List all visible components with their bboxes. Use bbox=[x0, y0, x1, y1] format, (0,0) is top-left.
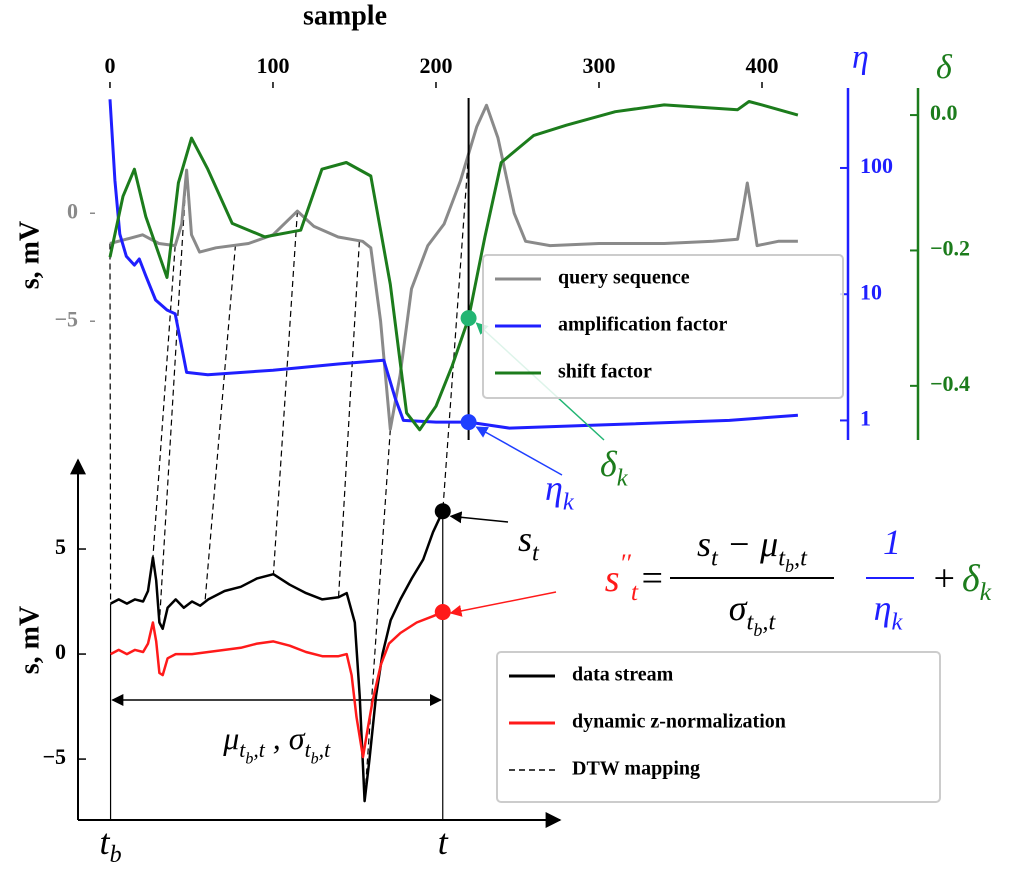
x-tick-label-sub: b bbox=[110, 842, 122, 868]
y-axis-label: s, mV bbox=[14, 606, 45, 674]
axis-label: η bbox=[852, 39, 869, 76]
formula-den-part: ,t bbox=[762, 608, 776, 635]
formula-den-part: k bbox=[891, 608, 903, 635]
formula-den-part: b bbox=[753, 620, 762, 640]
series-line bbox=[109, 103, 798, 431]
dtw-mapping bbox=[337, 241, 360, 598]
span-label-part: ,t bbox=[319, 738, 331, 762]
x-tick-label: 0 bbox=[104, 53, 115, 78]
formula-num-part: t bbox=[778, 544, 786, 571]
legend-label: data stream bbox=[572, 664, 674, 686]
dtw-mapping bbox=[152, 245, 176, 558]
y-tick-label: 100 bbox=[860, 153, 893, 178]
marker-arrow bbox=[449, 591, 557, 617]
x-axis-label: sample bbox=[303, 0, 387, 31]
x-tick-label: 400 bbox=[746, 53, 779, 78]
marker-label-part: t bbox=[532, 539, 540, 566]
y-tick-label: 0.0 bbox=[930, 100, 958, 125]
span-label-part: , σ bbox=[265, 720, 306, 756]
legend-label: shift factor bbox=[558, 361, 652, 383]
span-label-part: t bbox=[239, 738, 246, 762]
legend-label: amplification factor bbox=[558, 314, 728, 336]
formula-tail-part: δ bbox=[962, 558, 981, 600]
formula-den: ηk bbox=[874, 588, 904, 635]
marker-arrow bbox=[475, 426, 563, 476]
formula-num: st − μtb,t bbox=[697, 524, 808, 576]
formula-num-part: ,t bbox=[794, 544, 808, 571]
formula-den: σtb,t bbox=[729, 588, 777, 640]
formula-lhs-part: t bbox=[631, 577, 639, 606]
formula-den-part: t bbox=[747, 608, 755, 635]
formula-lhs-part: ′′ bbox=[620, 548, 632, 577]
formula-eq: = bbox=[639, 558, 665, 600]
marker-point bbox=[460, 310, 477, 327]
dtw-mapping bbox=[204, 244, 237, 602]
marker-label: δk bbox=[600, 444, 629, 491]
marker-label: st bbox=[518, 519, 540, 566]
axis-label: δ bbox=[936, 49, 953, 86]
legend-label: DTW mapping bbox=[572, 758, 700, 780]
formula-lhs-part: s bbox=[605, 558, 620, 600]
formula-num: 1 bbox=[883, 522, 901, 562]
y-tick-label: 1 bbox=[860, 405, 871, 430]
formula-num-part: t bbox=[711, 544, 719, 571]
y-tick-label: 10 bbox=[860, 279, 882, 304]
formula-plus: + bbox=[931, 558, 957, 600]
x-tick-label-main: t bbox=[438, 822, 449, 862]
series-line bbox=[108, 99, 799, 430]
formula-num-part: b bbox=[785, 556, 794, 576]
marker-point bbox=[460, 414, 477, 431]
x-tick-label-main: t bbox=[100, 822, 111, 862]
legend-label: dynamic z-normalization bbox=[572, 711, 786, 733]
x-tick-label: 100 bbox=[256, 53, 289, 78]
marker-label-part: s bbox=[518, 519, 532, 559]
y-tick-label: −0.4 bbox=[930, 371, 970, 396]
formula-num-part: − μ bbox=[718, 524, 778, 564]
series-line bbox=[108, 100, 799, 432]
formula-lhs: s′′t bbox=[605, 548, 639, 606]
span-label-part: b bbox=[245, 750, 253, 767]
y-tick-label: −5 bbox=[42, 744, 66, 769]
legend-box bbox=[482, 254, 844, 399]
x-tick-label: t bbox=[438, 822, 449, 862]
span-label: μtb,t , σtb,t bbox=[222, 720, 331, 767]
y-tick-label: −0.2 bbox=[930, 236, 970, 261]
series-line bbox=[110, 610, 444, 759]
span-label-part: b bbox=[311, 750, 319, 767]
marker-label: ηk bbox=[545, 468, 575, 515]
dtw-mapping bbox=[158, 170, 188, 623]
formula-den-part: η bbox=[874, 588, 892, 628]
span-label-part: ,t bbox=[253, 738, 265, 762]
y-tick-label: −5 bbox=[54, 306, 78, 331]
span-label-part: t bbox=[305, 738, 312, 762]
dtw-mapping bbox=[109, 243, 112, 604]
marker-label-part: η bbox=[545, 468, 563, 508]
marker-point bbox=[434, 604, 451, 621]
formula-tail-part: k bbox=[980, 577, 992, 606]
dtw-mapping bbox=[272, 211, 299, 575]
formula-num-part: 1 bbox=[883, 522, 901, 562]
x-tick-label: 300 bbox=[582, 53, 615, 78]
x-tick-label: tb bbox=[100, 822, 122, 867]
x-tick-label: 200 bbox=[419, 53, 452, 78]
marker-label-part: δ bbox=[600, 444, 618, 484]
legend-box bbox=[496, 651, 941, 803]
formula-den-part: σ bbox=[729, 588, 748, 628]
marker-point bbox=[434, 503, 451, 520]
marker-label-part: k bbox=[563, 488, 575, 515]
marker-label-part: k bbox=[617, 464, 629, 491]
y-tick-label: 5 bbox=[55, 534, 66, 559]
y-tick-label: 0 bbox=[55, 639, 66, 664]
legend-label: query sequence bbox=[558, 267, 690, 289]
formula-num-part: s bbox=[697, 524, 711, 564]
marker-arrow bbox=[449, 511, 509, 524]
formula-tail: δk bbox=[962, 558, 992, 606]
y-axis-label: s, mV bbox=[14, 221, 45, 289]
series-line bbox=[110, 510, 444, 803]
dtw-mapping bbox=[363, 429, 391, 802]
y-tick-label: 0 bbox=[67, 198, 78, 223]
span-label-part: μ bbox=[222, 720, 239, 756]
